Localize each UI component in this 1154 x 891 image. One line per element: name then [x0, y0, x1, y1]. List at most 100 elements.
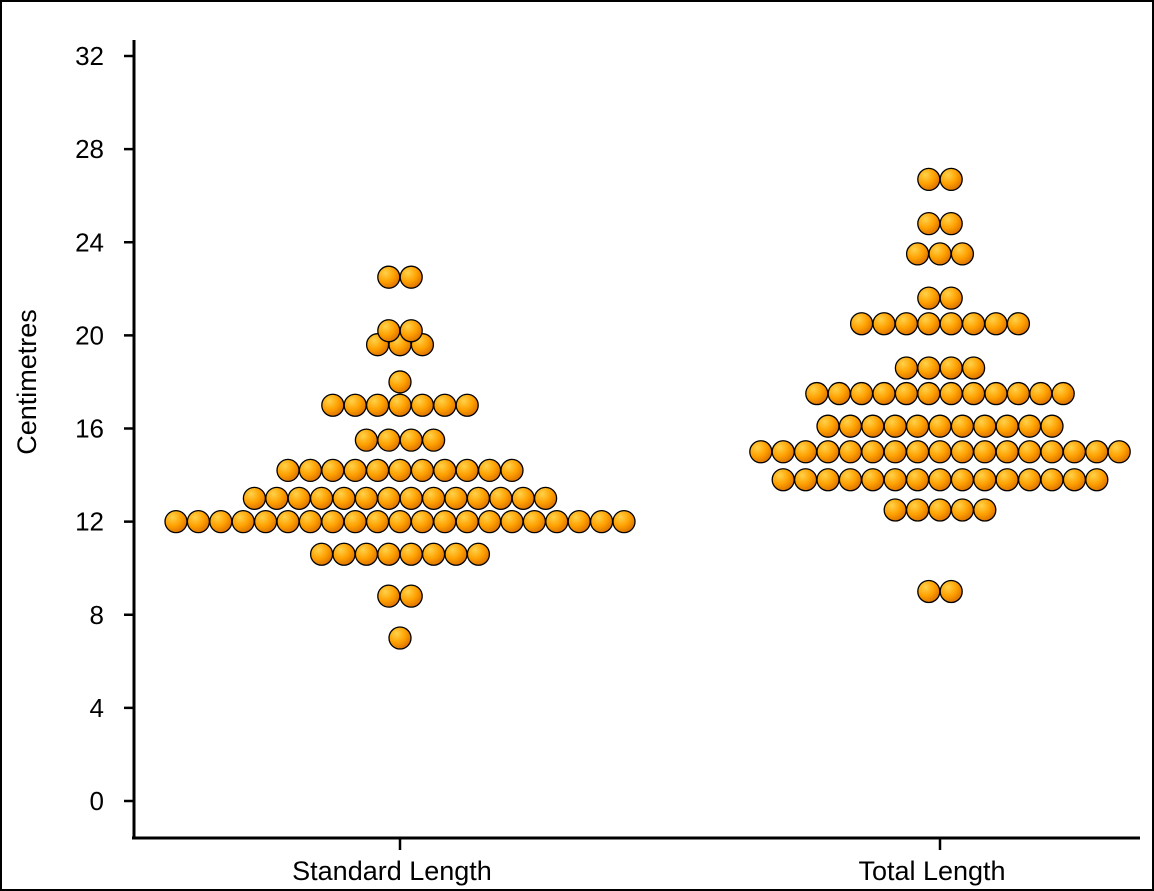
data-point [354, 428, 379, 452]
data-point [500, 509, 524, 534]
data-point [905, 242, 930, 266]
data-point [489, 486, 513, 510]
data-point [917, 579, 941, 604]
data-point [410, 393, 435, 417]
data-point [1085, 468, 1109, 492]
data-point [377, 542, 401, 566]
data-point [1051, 381, 1075, 406]
data-point [365, 509, 390, 534]
data-point [365, 458, 390, 483]
data-point [377, 428, 401, 452]
data-point [354, 486, 379, 510]
data-point [1062, 468, 1087, 492]
data-point [421, 542, 446, 566]
data-point [287, 486, 311, 510]
data-point [589, 509, 614, 534]
data-point [749, 440, 773, 464]
data-point [209, 509, 233, 534]
data-point [1062, 440, 1087, 464]
data-point [973, 468, 997, 492]
data-point [861, 468, 885, 492]
data-point [567, 509, 591, 534]
data-point [793, 440, 818, 464]
y-tick-label: 20 [75, 320, 104, 350]
data-point [388, 458, 412, 483]
data-point [905, 414, 930, 438]
data-point [950, 440, 975, 464]
data-point [433, 458, 457, 483]
data-point [1006, 312, 1031, 336]
data-point [816, 414, 840, 438]
data-point [444, 486, 468, 510]
data-point [894, 356, 919, 380]
data-point [388, 370, 412, 394]
data-point [377, 584, 401, 608]
data-point [995, 468, 1019, 492]
data-point [1040, 440, 1064, 464]
data-point [276, 458, 300, 483]
data-point [343, 458, 367, 483]
data-point [399, 319, 423, 343]
data-point [433, 393, 457, 417]
data-point [343, 509, 367, 534]
data-point [928, 498, 952, 522]
y-tick-label: 32 [75, 41, 104, 71]
x-axis-ticks: Standard Length Total Length [292, 838, 1006, 886]
data-point [905, 498, 930, 522]
data-point [883, 440, 907, 464]
data-point [793, 468, 818, 492]
data-point [805, 381, 829, 406]
data-point [332, 486, 356, 510]
data-point [377, 319, 401, 343]
data-point [444, 542, 468, 566]
data-point [849, 312, 874, 336]
data-point [928, 440, 952, 464]
data-point [399, 542, 423, 566]
data-point [253, 509, 278, 534]
data-point [1040, 414, 1064, 438]
y-axis-ticks: 0 4 8 12 16 20 24 28 32 [75, 41, 134, 816]
data-point [917, 312, 941, 336]
data-point [939, 381, 963, 406]
data-point [466, 542, 491, 566]
data-point [961, 381, 986, 406]
data-point [905, 440, 930, 464]
data-point [410, 458, 435, 483]
data-point [399, 428, 423, 452]
data-point [298, 509, 323, 534]
data-point [928, 414, 952, 438]
y-tick-label: 24 [75, 227, 104, 257]
data-point [511, 486, 535, 510]
data-point [388, 626, 412, 650]
data-point [455, 509, 479, 534]
data-point [321, 393, 345, 417]
data-point [1029, 381, 1053, 406]
data-point [917, 286, 941, 310]
data-point [883, 468, 907, 492]
data-point [242, 486, 267, 510]
data-point [861, 440, 885, 464]
data-point [399, 486, 423, 510]
data-point [917, 167, 941, 192]
y-axis-title: Centimetres [12, 309, 42, 455]
x-category-label: Total Length [858, 856, 1005, 886]
x-category-label: Standard Length [292, 856, 492, 886]
data-point [298, 458, 323, 483]
data-point [883, 414, 907, 438]
data-point [265, 486, 289, 510]
y-tick-label: 0 [90, 786, 104, 816]
data-point [838, 468, 863, 492]
data-point [961, 312, 986, 336]
data-point [1017, 440, 1042, 464]
data-point [861, 414, 885, 438]
data-point [612, 509, 636, 534]
data-point [950, 414, 975, 438]
data-point [377, 265, 401, 289]
data-point [771, 468, 795, 492]
data-point [973, 414, 997, 438]
data-point [872, 381, 896, 406]
data-point [388, 393, 412, 417]
data-point [838, 440, 863, 464]
data-point [399, 584, 423, 608]
data-point [343, 393, 367, 417]
